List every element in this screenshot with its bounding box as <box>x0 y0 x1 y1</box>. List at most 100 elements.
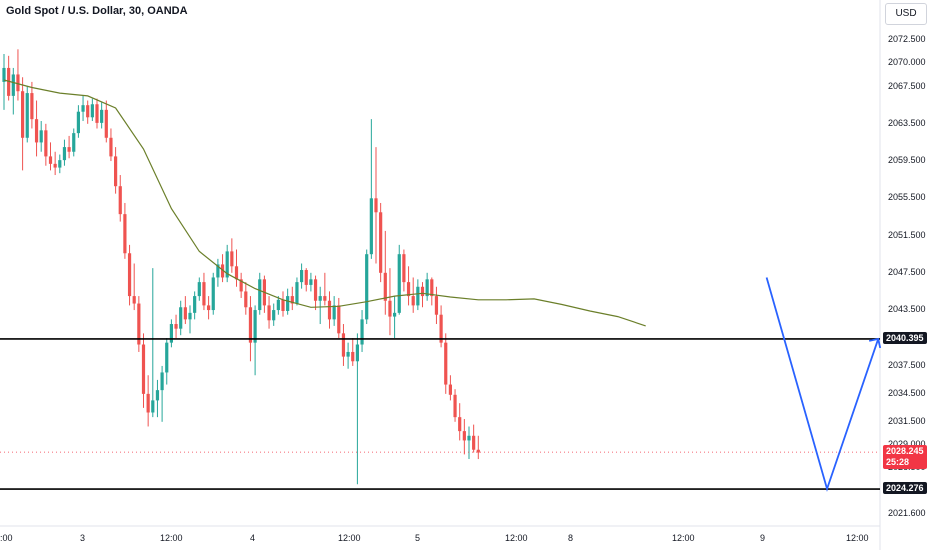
candle-body <box>225 251 229 278</box>
candle-body <box>360 319 364 345</box>
projection-path <box>765 277 880 492</box>
candle-body <box>165 342 169 373</box>
candle-body <box>448 384 452 395</box>
time-axis-label: 12:00 <box>672 533 695 543</box>
time-axis-label: 12:00 <box>846 533 869 543</box>
candle-body <box>402 254 406 283</box>
candle-body <box>430 279 434 297</box>
candle-body <box>95 104 99 123</box>
resistance-price-tag: 2040.395 <box>883 331 927 344</box>
candle-body <box>420 286 425 297</box>
candle-body <box>90 104 94 118</box>
candle-body <box>72 133 76 152</box>
bar-countdown: 25:28 <box>886 457 910 468</box>
candle-body <box>462 431 466 441</box>
time-axis-label: :00 <box>0 533 13 543</box>
candle-body <box>193 296 197 313</box>
candle-body <box>318 296 322 301</box>
candle-body <box>67 147 71 152</box>
candle-body <box>216 264 220 278</box>
time-axis-label: 3 <box>80 533 86 543</box>
time-axis-label: 12:00 <box>160 533 183 543</box>
price-axis-label: 2029.000 <box>888 439 926 450</box>
candle-body <box>141 344 146 394</box>
candle-body <box>374 198 378 213</box>
candle-body <box>207 305 211 311</box>
symbol-title: Gold Spot / U.S. Dollar, 30, OANDA <box>6 5 188 17</box>
candle-body <box>62 147 67 161</box>
candle-body <box>434 296 439 315</box>
candle-body <box>234 266 239 280</box>
candle-body <box>383 272 387 301</box>
candle-body <box>444 342 448 385</box>
candle-body <box>179 307 183 329</box>
candle-body <box>365 254 369 320</box>
price-axis-label: 2031.500 <box>888 415 926 426</box>
candle-body <box>169 324 173 343</box>
candle-body <box>355 344 359 362</box>
time-axis-label: 12:00 <box>338 533 361 543</box>
candle-body <box>81 105 85 112</box>
candle-body <box>323 296 327 301</box>
candle-body <box>276 299 280 311</box>
price-axis-label: 2021.600 <box>888 508 926 518</box>
candle-body <box>100 109 104 123</box>
support-price-tag: 2024.276 <box>883 482 927 495</box>
candle-body <box>309 279 313 285</box>
candle-body <box>248 307 253 343</box>
candle-body <box>258 279 262 311</box>
candle-body <box>244 291 248 308</box>
price-axis-label: 2059.500 <box>888 155 926 166</box>
candle-body <box>453 394 457 418</box>
candle-body <box>286 296 290 311</box>
candle-body <box>58 160 62 168</box>
price-axis-label: 2063.500 <box>888 117 926 128</box>
candle-body <box>123 214 127 254</box>
candle-body <box>337 305 341 334</box>
candle-body <box>439 314 443 343</box>
candle-body <box>369 198 373 255</box>
time-axis-label: 12:00 <box>505 533 528 543</box>
time-axis-label: 5 <box>415 533 421 543</box>
candle-body <box>34 119 39 143</box>
candle-body <box>7 67 11 96</box>
candle-body <box>458 417 462 432</box>
candle-body <box>295 282 299 304</box>
price-axis-label: 2067.500 <box>888 80 926 91</box>
price-axis-label: 2037.500 <box>888 359 926 370</box>
price-axis-label: 2043.500 <box>888 304 926 315</box>
candle-body <box>416 286 420 306</box>
candle-body <box>174 324 178 329</box>
candle-body <box>411 296 415 306</box>
price-axis-label: 2055.500 <box>888 192 926 203</box>
candle-body <box>327 300 332 320</box>
candle-body <box>104 109 108 138</box>
candle-body <box>118 186 122 215</box>
candle-body <box>86 105 90 118</box>
price-axis-label: 2034.500 <box>888 387 926 398</box>
candle-body <box>21 91 25 138</box>
candle-body <box>11 74 15 96</box>
candle-body <box>202 282 206 306</box>
candle-body <box>304 270 308 285</box>
candle-body <box>25 93 29 138</box>
candle-body <box>188 312 192 320</box>
candle-body <box>267 305 271 321</box>
candle-body <box>313 279 318 301</box>
price-axis-label: 2072.500 <box>888 34 926 44</box>
candle-body <box>397 254 401 313</box>
candle-body <box>44 130 48 157</box>
currency-button[interactable]: USD <box>885 3 927 25</box>
candle-body <box>351 351 355 362</box>
candle-body <box>346 351 350 357</box>
candle-body <box>137 303 141 345</box>
candle-body <box>388 300 392 317</box>
time-axis-label: 4 <box>250 533 256 543</box>
candle-body <box>300 270 304 283</box>
candle-body <box>239 279 243 292</box>
candle-body <box>155 390 160 401</box>
moving-average-line <box>3 79 646 327</box>
current-price-tag: 2028.245 25:28 <box>883 445 927 470</box>
